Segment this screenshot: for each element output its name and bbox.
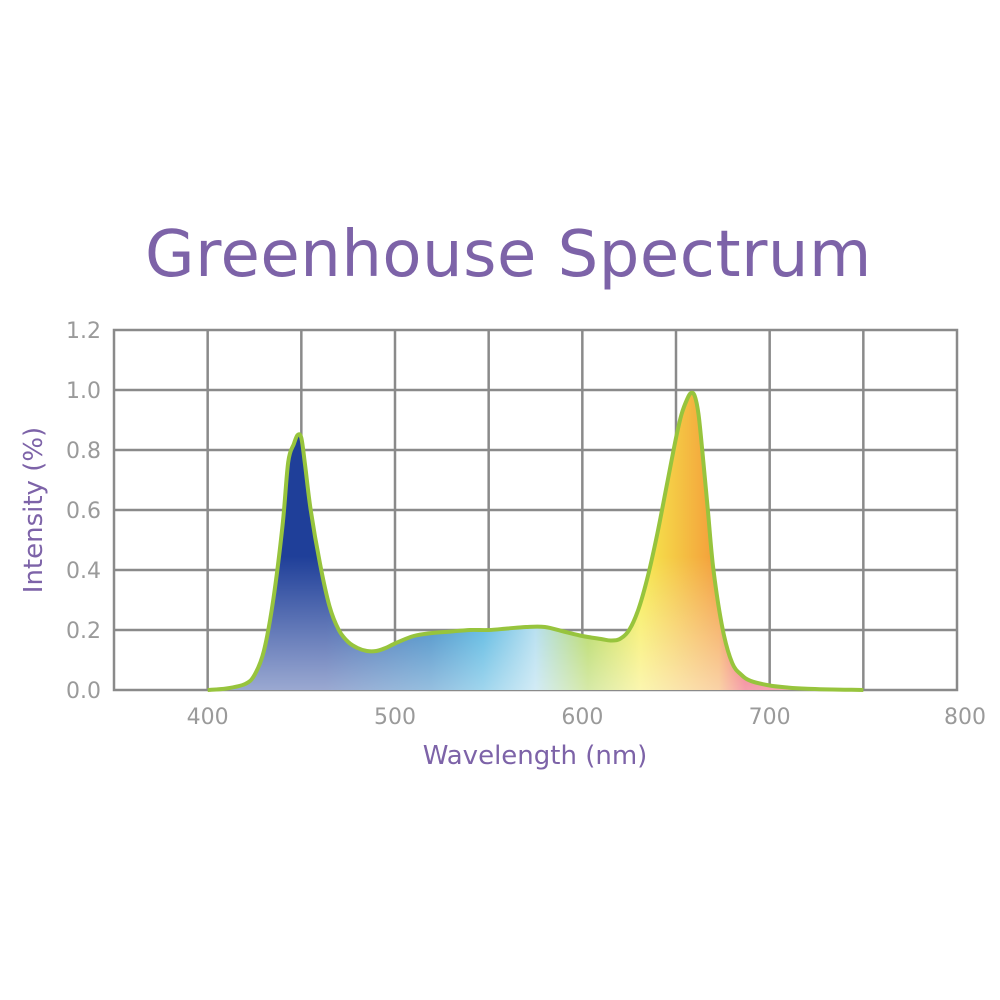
y-tick-label: 0.6 [66,499,101,524]
spectrum-line [207,390,864,692]
y-tick-label: 0.4 [66,559,101,584]
ticks: 0.0 0.2 0.4 0.6 0.8 1.0 1.2 400 500 600 700 800 [66,319,986,730]
y-tick-label: 1.0 [66,379,101,404]
y-tick-label: 0.0 [66,679,101,704]
x-tick-label: 700 [749,705,791,730]
y-axis-label: Intensity (%) [19,427,49,593]
chart-title: Greenhouse Spectrum [145,218,872,292]
x-tick-label: 400 [187,705,229,730]
x-axis-label: Wavelength (nm) [423,741,648,771]
spectrum-area [207,390,864,692]
y-tick-label: 0.2 [66,619,101,644]
y-tick-label: 1.2 [66,319,101,344]
x-tick-label: 600 [561,705,603,730]
x-tick-label: 500 [374,705,416,730]
y-tick-label: 0.8 [66,439,101,464]
x-tick-label: 800 [944,705,986,730]
spectrum-fill-fade [207,392,864,690]
